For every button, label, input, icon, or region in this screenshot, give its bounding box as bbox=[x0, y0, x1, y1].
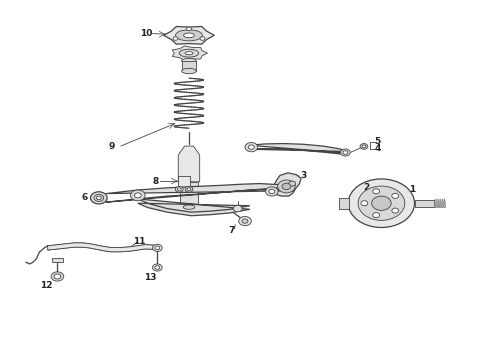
Ellipse shape bbox=[182, 58, 196, 64]
Ellipse shape bbox=[183, 205, 195, 209]
Circle shape bbox=[51, 272, 64, 281]
Text: 11: 11 bbox=[133, 237, 146, 246]
Polygon shape bbox=[164, 27, 214, 44]
Circle shape bbox=[360, 144, 368, 149]
Text: 9: 9 bbox=[109, 141, 115, 150]
Circle shape bbox=[358, 186, 405, 220]
Circle shape bbox=[361, 201, 368, 206]
Circle shape bbox=[269, 189, 275, 194]
Polygon shape bbox=[48, 243, 157, 252]
Text: 5: 5 bbox=[374, 137, 381, 146]
Polygon shape bbox=[138, 199, 250, 216]
Circle shape bbox=[155, 266, 160, 269]
Circle shape bbox=[54, 274, 61, 279]
Circle shape bbox=[245, 143, 258, 152]
Bar bbox=[51, 258, 63, 262]
Text: 13: 13 bbox=[144, 273, 156, 282]
Polygon shape bbox=[442, 199, 444, 208]
Text: 2: 2 bbox=[363, 183, 369, 192]
Text: 1: 1 bbox=[409, 185, 415, 194]
Circle shape bbox=[152, 244, 162, 251]
Circle shape bbox=[373, 213, 380, 217]
Circle shape bbox=[152, 264, 162, 271]
Text: 10: 10 bbox=[140, 29, 152, 38]
Circle shape bbox=[94, 194, 104, 202]
Circle shape bbox=[177, 188, 181, 191]
Text: 6: 6 bbox=[82, 193, 88, 202]
Text: 7: 7 bbox=[228, 226, 234, 235]
Circle shape bbox=[372, 196, 391, 210]
Circle shape bbox=[362, 145, 366, 148]
Bar bbox=[178, 176, 190, 187]
Circle shape bbox=[134, 193, 141, 198]
Polygon shape bbox=[438, 199, 440, 208]
Polygon shape bbox=[178, 146, 200, 182]
Circle shape bbox=[187, 27, 192, 31]
Circle shape bbox=[130, 190, 145, 201]
Circle shape bbox=[343, 151, 348, 154]
Ellipse shape bbox=[179, 49, 199, 57]
Polygon shape bbox=[273, 173, 301, 196]
Circle shape bbox=[233, 205, 242, 212]
Circle shape bbox=[289, 181, 295, 186]
Circle shape bbox=[242, 219, 248, 223]
Polygon shape bbox=[434, 199, 436, 208]
Circle shape bbox=[200, 37, 205, 40]
Polygon shape bbox=[444, 199, 446, 208]
Polygon shape bbox=[436, 199, 438, 208]
Circle shape bbox=[173, 37, 178, 40]
Circle shape bbox=[392, 193, 399, 198]
Ellipse shape bbox=[182, 68, 196, 74]
Circle shape bbox=[97, 196, 101, 200]
Polygon shape bbox=[440, 199, 442, 208]
Polygon shape bbox=[250, 144, 347, 154]
Circle shape bbox=[155, 246, 160, 249]
Text: 4: 4 bbox=[374, 144, 381, 153]
Ellipse shape bbox=[185, 51, 193, 55]
Circle shape bbox=[341, 149, 350, 156]
Circle shape bbox=[373, 189, 380, 194]
Ellipse shape bbox=[184, 33, 195, 38]
Bar bbox=[182, 61, 196, 71]
Polygon shape bbox=[172, 46, 207, 60]
Circle shape bbox=[239, 216, 251, 226]
Polygon shape bbox=[106, 184, 294, 202]
Circle shape bbox=[266, 187, 278, 196]
Circle shape bbox=[248, 145, 254, 149]
Text: 3: 3 bbox=[300, 171, 306, 180]
Circle shape bbox=[282, 183, 291, 190]
Bar bbox=[339, 198, 349, 208]
Bar bbox=[415, 200, 434, 207]
Circle shape bbox=[185, 186, 193, 192]
Bar bbox=[180, 182, 198, 205]
Circle shape bbox=[187, 188, 191, 191]
Circle shape bbox=[392, 208, 399, 213]
Text: 12: 12 bbox=[41, 281, 53, 290]
Text: 8: 8 bbox=[152, 176, 159, 185]
Circle shape bbox=[175, 186, 183, 192]
Ellipse shape bbox=[175, 30, 202, 41]
Circle shape bbox=[278, 180, 295, 193]
Circle shape bbox=[348, 179, 415, 228]
Circle shape bbox=[91, 192, 107, 204]
